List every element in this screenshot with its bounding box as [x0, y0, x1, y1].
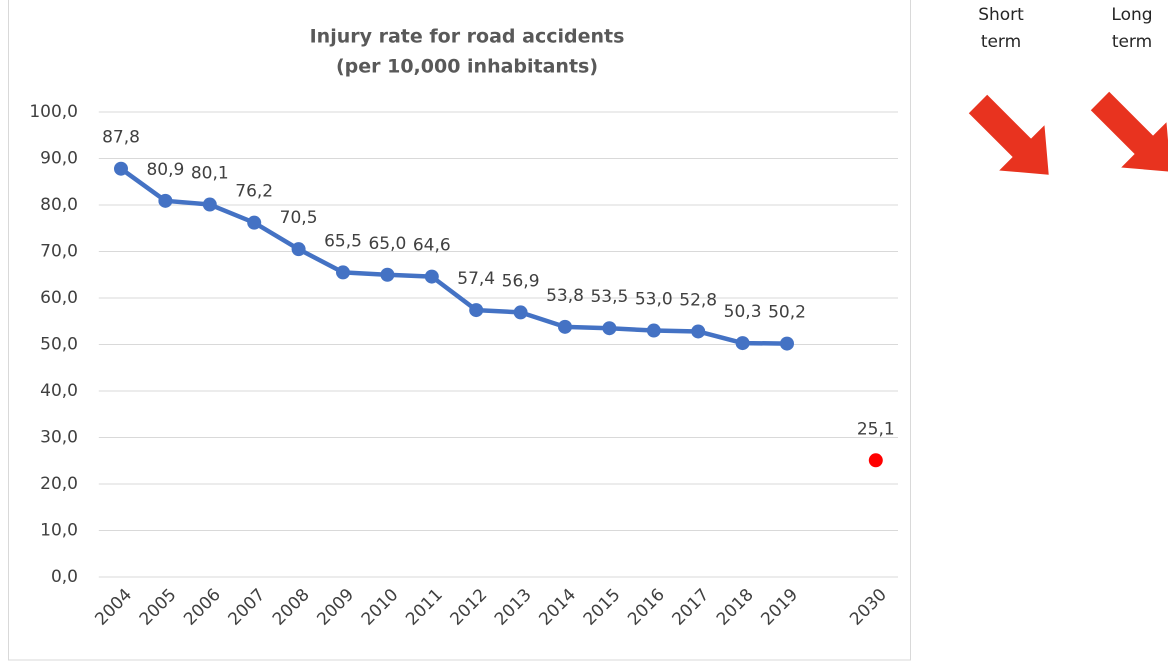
- y-tick-label: 40,0: [40, 381, 78, 401]
- chart-title: Injury rate for road accidents: [310, 26, 625, 48]
- marker: [780, 336, 794, 351]
- y-tick-label: 50,0: [40, 335, 78, 355]
- data-label: 52,8: [679, 290, 717, 310]
- data-label: 50,3: [724, 302, 762, 322]
- marker: [380, 267, 395, 282]
- marker: [291, 242, 306, 257]
- marker: [158, 193, 173, 208]
- line: [119, 166, 788, 346]
- data-label: 87,8: [102, 128, 140, 148]
- data-label: 65,5: [324, 231, 362, 251]
- marker: [202, 197, 217, 212]
- marker: [868, 453, 883, 468]
- arrow: [1090, 91, 1168, 172]
- marker: [336, 265, 350, 280]
- data-label: 65,0: [368, 234, 406, 254]
- marker: [558, 319, 572, 334]
- marker: [735, 336, 750, 351]
- data-label: 53,0: [635, 290, 673, 310]
- marker: [691, 324, 706, 339]
- marker: [602, 321, 617, 336]
- marker: [469, 303, 484, 318]
- data-label: 57,4: [457, 269, 495, 289]
- annotation: Long: [1111, 5, 1152, 25]
- arrow: [968, 94, 1049, 175]
- marker: [646, 323, 661, 338]
- marker: [247, 215, 262, 230]
- data-label: 70,5: [280, 208, 318, 228]
- data-label: 56,9: [502, 271, 540, 291]
- data-label: 76,2: [235, 182, 273, 202]
- data-label: 53,8: [546, 286, 584, 306]
- marker: [424, 269, 439, 284]
- y-tick-label: 0,0: [51, 567, 78, 587]
- data-label: 25,1: [857, 419, 895, 439]
- data-label: 64,6: [413, 236, 451, 256]
- annotation: term: [981, 32, 1021, 52]
- y-tick-label: 10,0: [40, 521, 78, 541]
- annotation: Short: [978, 5, 1024, 25]
- y-tick-label: 20,0: [40, 474, 78, 494]
- y-tick-label: 100,0: [29, 102, 78, 122]
- chart-subtitle: (per 10,000 inhabitants): [336, 56, 598, 78]
- data-label: 50,2: [768, 303, 806, 323]
- y-tick-label: 60,0: [40, 288, 78, 308]
- marker: [513, 305, 528, 320]
- data-label: 80,9: [146, 160, 184, 180]
- y-tick-label: 70,0: [40, 242, 78, 262]
- marker: [114, 161, 128, 176]
- annotation: term: [1112, 32, 1152, 52]
- data-label: 53,5: [590, 287, 628, 307]
- y-tick-label: 90,0: [40, 149, 78, 169]
- chart-border: [8, 0, 911, 661]
- y-tick-label: 30,0: [40, 428, 78, 448]
- y-tick-label: 80,0: [40, 195, 78, 215]
- data-label: 80,1: [191, 164, 229, 184]
